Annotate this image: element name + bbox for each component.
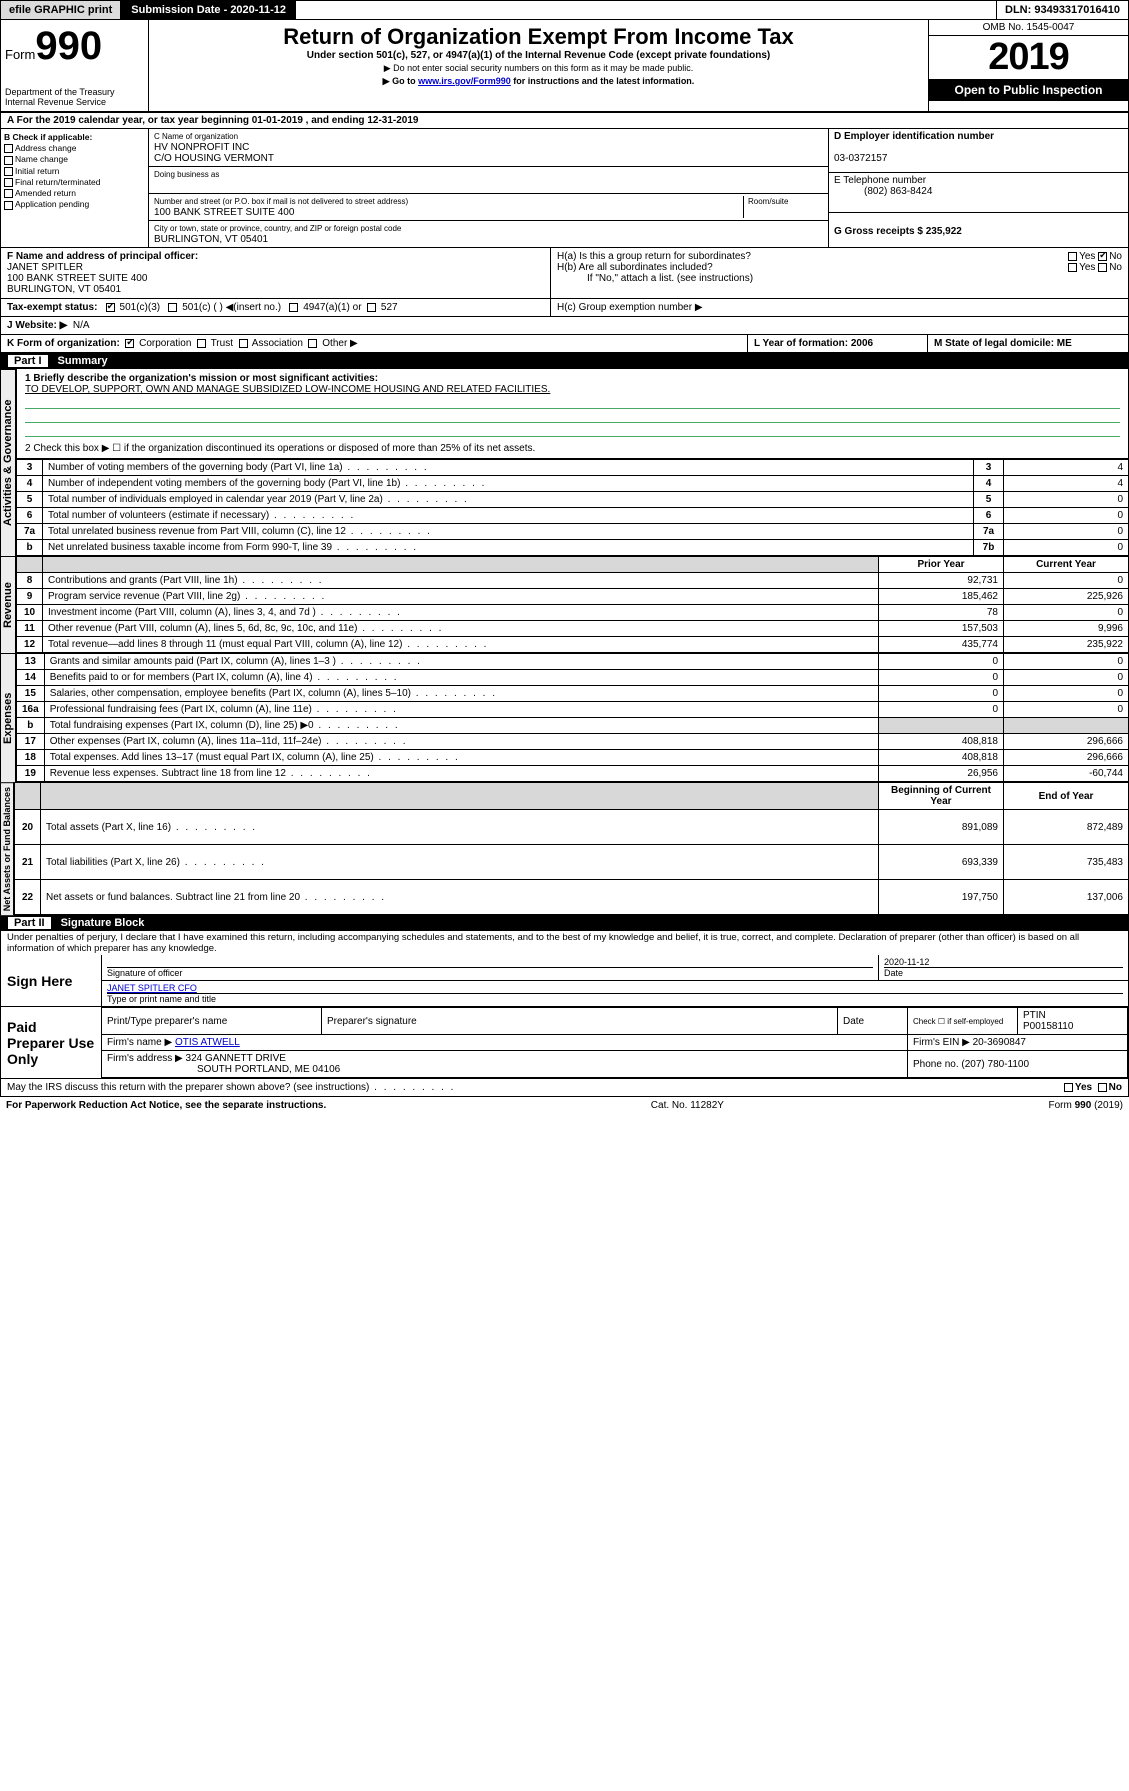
dln: DLN: 93493317016410 [997, 1, 1128, 19]
signature-block: Sign Here Signature of officer 2020-11-1… [0, 955, 1129, 1079]
prep-name-h: Print/Type preparer's name [102, 1008, 322, 1035]
open-public: Open to Public Inspection [929, 79, 1128, 101]
efile-print-button[interactable]: efile GRAPHIC print [1, 1, 121, 19]
firm-name: Firm's name ▶ OTIS ATWELL [102, 1035, 908, 1051]
row-f-h: F Name and address of principal officer:… [0, 248, 1129, 299]
side-revenue: Revenue [0, 556, 16, 653]
box-c-dba: Doing business as [149, 167, 828, 194]
tax-year: 2019 [929, 36, 1128, 79]
firm-ein: Firm's EIN ▶ 20-3690847 [908, 1035, 1128, 1051]
box-d-ein: D Employer identification number 03-0372… [829, 129, 1128, 173]
paid-preparer-label: Paid Preparer Use Only [1, 1007, 101, 1078]
form-number: Form990 [5, 24, 144, 69]
entity-block: B Check if applicable: Address change Na… [0, 129, 1129, 248]
prep-ptin: PTINP00158110 [1018, 1008, 1128, 1035]
part2-header: Part IISignature Block [0, 915, 1129, 931]
mission-block: 1 Briefly describe the organization's mi… [16, 369, 1129, 459]
instr-link: ▶ Go to www.irs.gov/Form990 for instruct… [155, 76, 922, 87]
box-e-phone: E Telephone number (802) 863-8424 [829, 173, 1128, 213]
firm-link[interactable]: OTIS ATWELL [175, 1037, 240, 1048]
box-f: F Name and address of principal officer:… [1, 248, 551, 298]
sign-here-label: Sign Here [1, 955, 101, 1006]
governance-table: 3Number of voting members of the governi… [16, 459, 1129, 556]
form-subtitle: Under section 501(c), 527, or 4947(a)(1)… [155, 50, 922, 61]
sig-date: 2020-11-12 Date [878, 955, 1128, 980]
revenue-table: Prior YearCurrent Year 8Contributions an… [16, 556, 1129, 653]
box-c-addr: Number and street (or P.O. box if mail i… [149, 194, 828, 221]
top-bar: efile GRAPHIC print Submission Date - 20… [0, 0, 1129, 20]
discuss-row: May the IRS discuss this return with the… [0, 1079, 1129, 1096]
sig-name: JANET SPITLER CFO Type or print name and… [101, 981, 1128, 1006]
box-c-city: City or town, state or province, country… [149, 221, 828, 247]
form-header: Form990 Department of the TreasuryIntern… [0, 20, 1129, 113]
box-hc: H(c) Group exemption number ▶ [551, 299, 1128, 316]
irs-link[interactable]: www.irs.gov/Form990 [418, 76, 511, 86]
box-g-gross: G Gross receipts $ 235,922 [829, 213, 1128, 239]
side-expenses: Expenses [0, 653, 16, 782]
box-k: K Form of organization: Corporation Trus… [1, 335, 748, 352]
prep-selfemp: Check ☐ if self-employed [908, 1008, 1018, 1035]
row-klm: K Form of organization: Corporation Trus… [0, 335, 1129, 353]
box-l: L Year of formation: 2006 [748, 335, 928, 352]
prep-sig-h: Preparer's signature [322, 1008, 838, 1035]
box-m: M State of legal domicile: ME [928, 335, 1128, 352]
side-netassets: Net Assets or Fund Balances [0, 782, 14, 915]
dept-treasury: Department of the TreasuryInternal Reven… [5, 87, 144, 107]
box-b: B Check if applicable: Address change Na… [1, 129, 149, 247]
submission-date: Submission Date - 2020-11-12 [121, 1, 296, 19]
part1-header: Part ISummary [0, 353, 1129, 369]
omb-number: OMB No. 1545-0047 [929, 20, 1128, 36]
sig-officer: Signature of officer [101, 955, 878, 980]
footer: For Paperwork Reduction Act Notice, see … [0, 1096, 1129, 1114]
side-activities: Activities & Governance [0, 369, 16, 556]
instr-ssn: ▶ Do not enter social security numbers o… [155, 63, 922, 74]
section-a-year: A For the 2019 calendar year, or tax yea… [0, 113, 1129, 129]
netassets-table: Beginning of Current YearEnd of Year 20T… [14, 782, 1129, 915]
firm-addr: Firm's address ▶ 324 GANNETT DRIVE SOUTH… [102, 1051, 908, 1078]
box-c-name: C Name of organization HV NONPROFIT INC … [149, 129, 828, 167]
row-website: J Website: ▶ N/A [0, 317, 1129, 335]
row-status: Tax-exempt status: 501(c)(3) 501(c) ( ) … [0, 299, 1129, 317]
officer-name-link[interactable]: JANET SPITLER CFO [107, 983, 197, 993]
firm-phone: Phone no. (207) 780-1100 [908, 1051, 1128, 1078]
prep-date-h: Date [838, 1008, 908, 1035]
tax-status: Tax-exempt status: 501(c)(3) 501(c) ( ) … [1, 299, 551, 316]
box-h: H(a) Is this a group return for subordin… [551, 248, 1128, 298]
declaration: Under penalties of perjury, I declare th… [0, 931, 1129, 955]
form-title: Return of Organization Exempt From Incom… [155, 24, 922, 50]
spacer [296, 1, 997, 19]
expense-table: 13Grants and similar amounts paid (Part … [16, 653, 1129, 782]
